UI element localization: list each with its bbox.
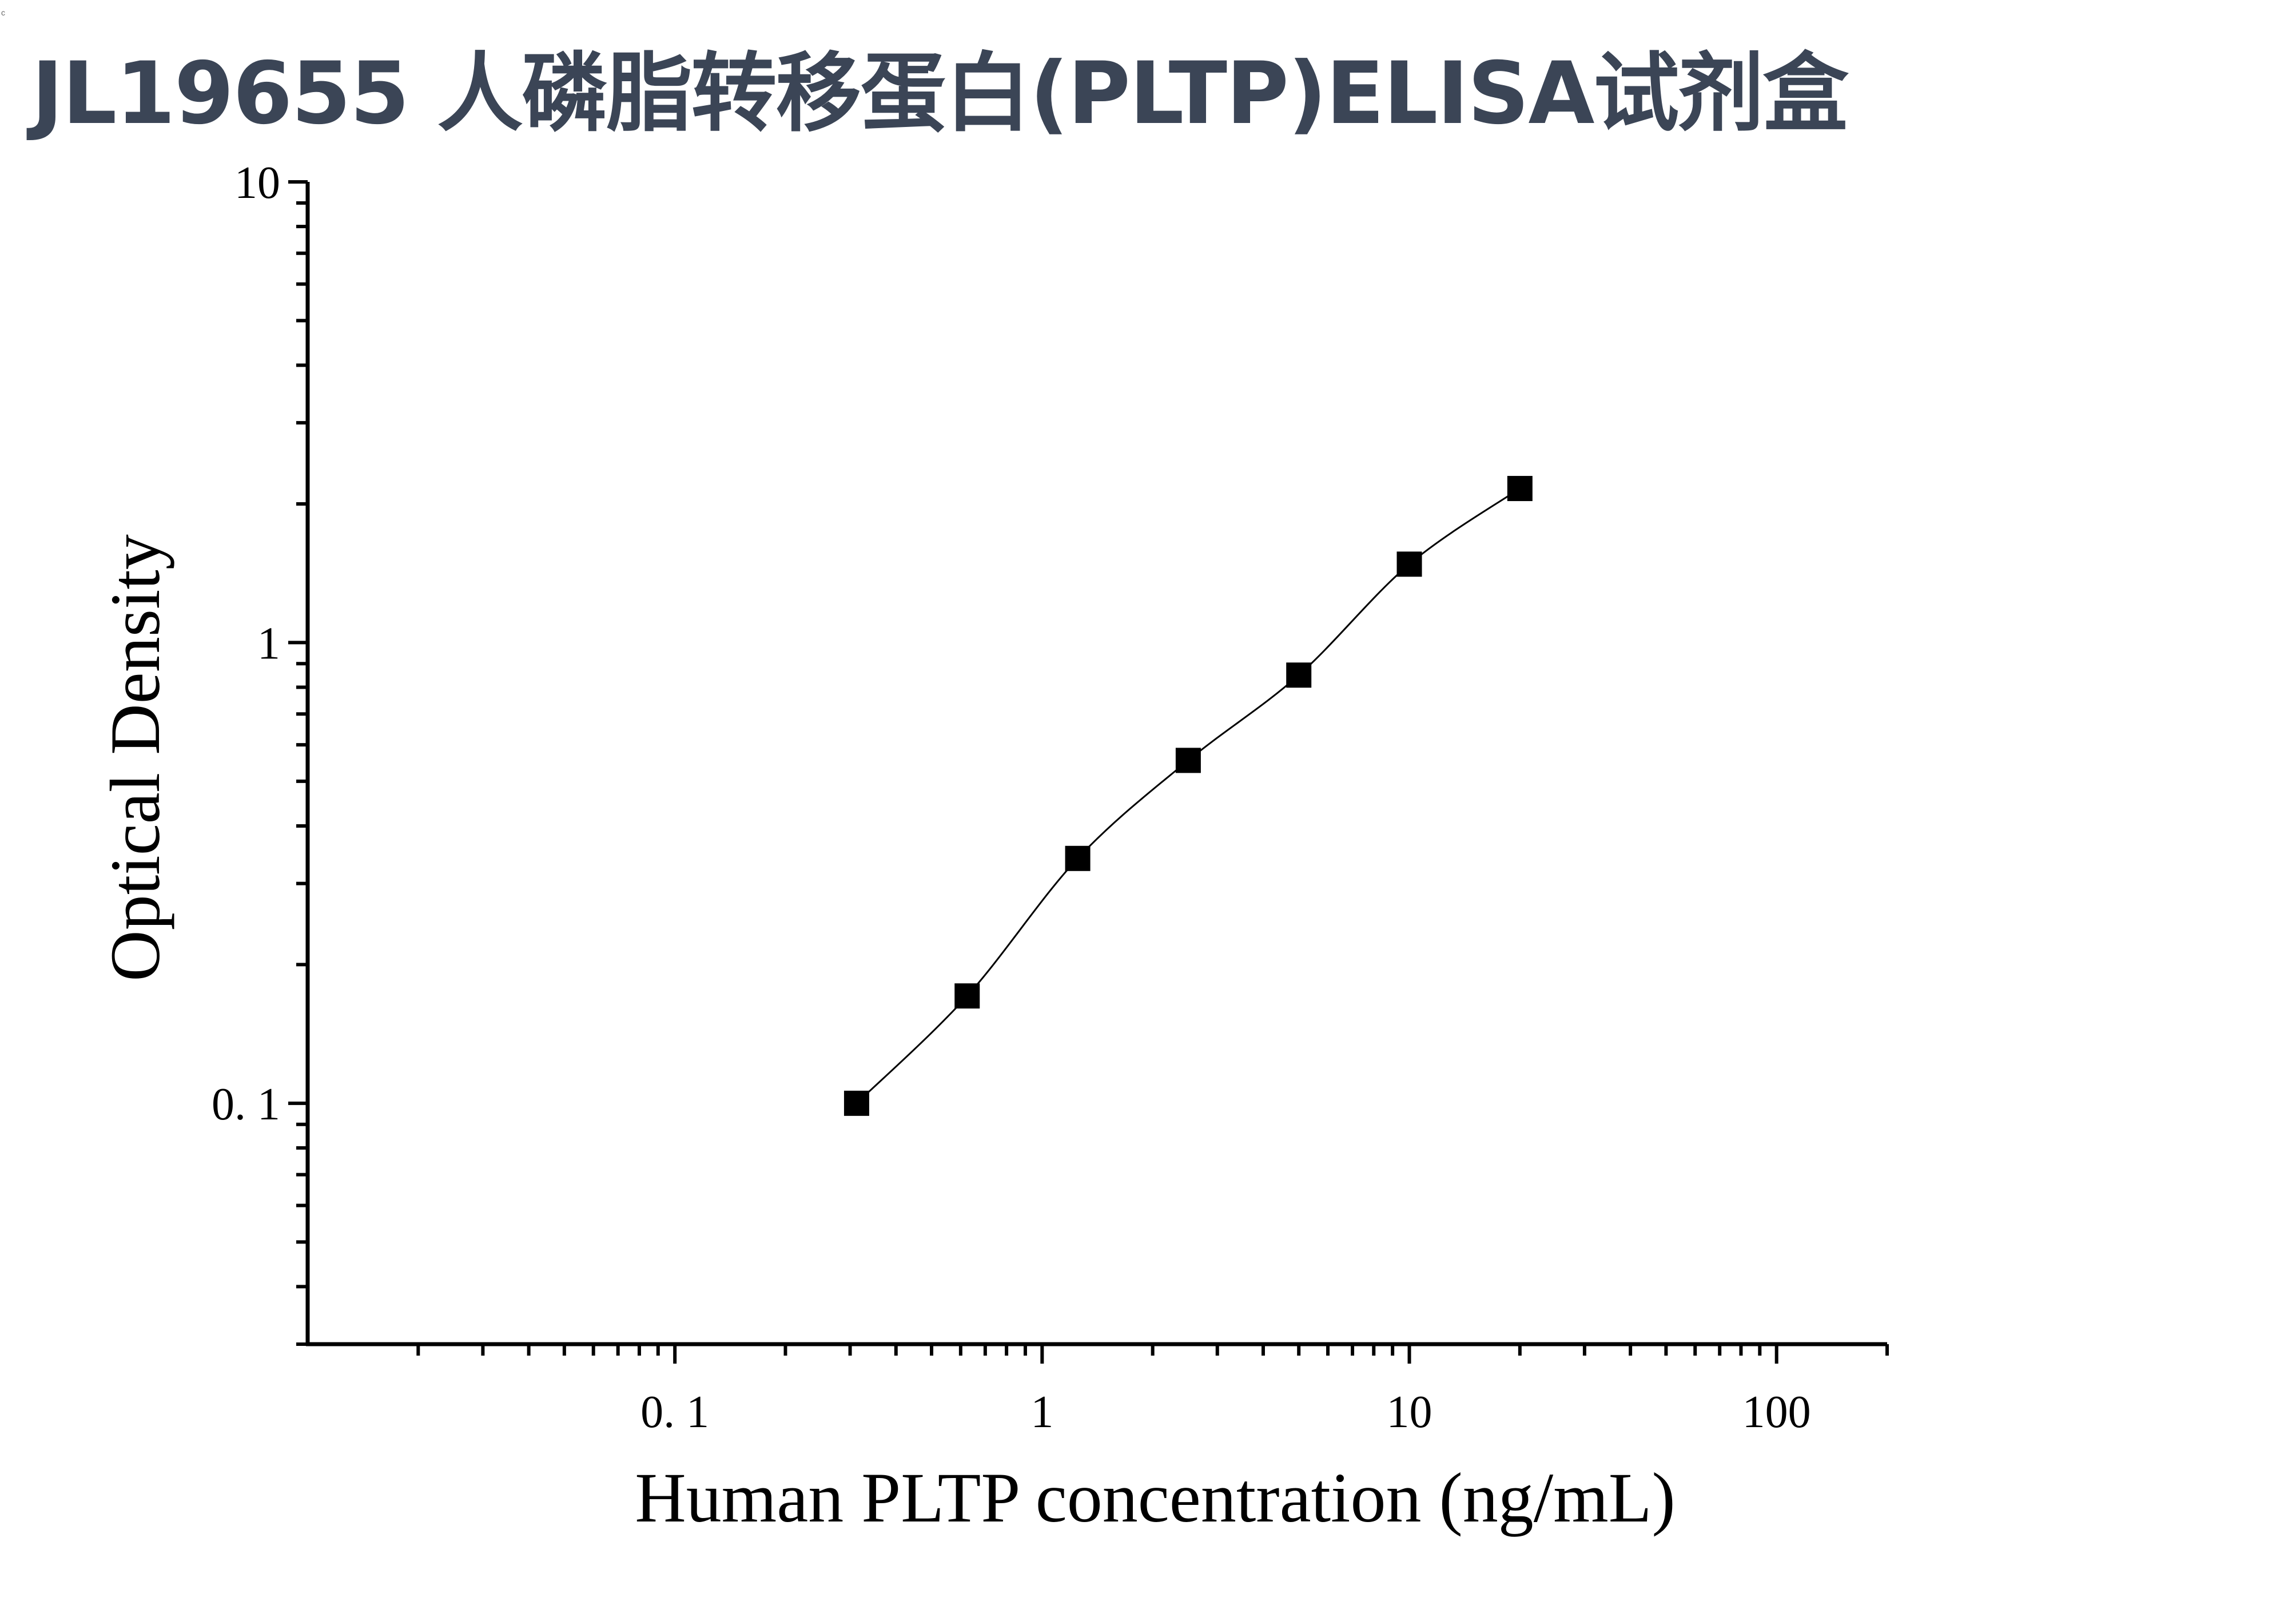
x-tick-label: 100 — [1742, 1387, 1811, 1437]
data-point — [1175, 748, 1201, 773]
ticks — [288, 180, 1889, 1364]
data-point — [1396, 551, 1422, 577]
y-tick-label: 1 — [257, 618, 280, 669]
data-points — [843, 476, 1533, 1116]
data-point — [1065, 845, 1091, 871]
page-title: JL19655 人磷脂转移蛋白(PLTP)ELISA试剂盒 — [31, 44, 1848, 144]
data-point — [1286, 662, 1312, 688]
x-axis-title: Human PLTP concentration (ng/mL) — [635, 1459, 1676, 1537]
x-tick-label: 10 — [1387, 1387, 1432, 1437]
fit-curve-line — [855, 487, 1521, 1104]
tick-labels: 0. 1 1 10 0. 1 1 10 100 — [212, 158, 1811, 1437]
axes — [305, 182, 1887, 1346]
y-axis-title: Optical Density — [96, 534, 174, 982]
data-point — [843, 1090, 869, 1116]
fit-curve — [855, 487, 1521, 1104]
y-tick-label: 10 — [234, 158, 280, 208]
data-point — [1507, 476, 1533, 502]
data-point — [954, 983, 980, 1009]
x-tick-label: 0. 1 — [640, 1387, 709, 1437]
y-tick-label: 0. 1 — [212, 1079, 280, 1130]
corner-mark: c — [1, 8, 5, 17]
x-tick-label: 1 — [1030, 1387, 1053, 1437]
